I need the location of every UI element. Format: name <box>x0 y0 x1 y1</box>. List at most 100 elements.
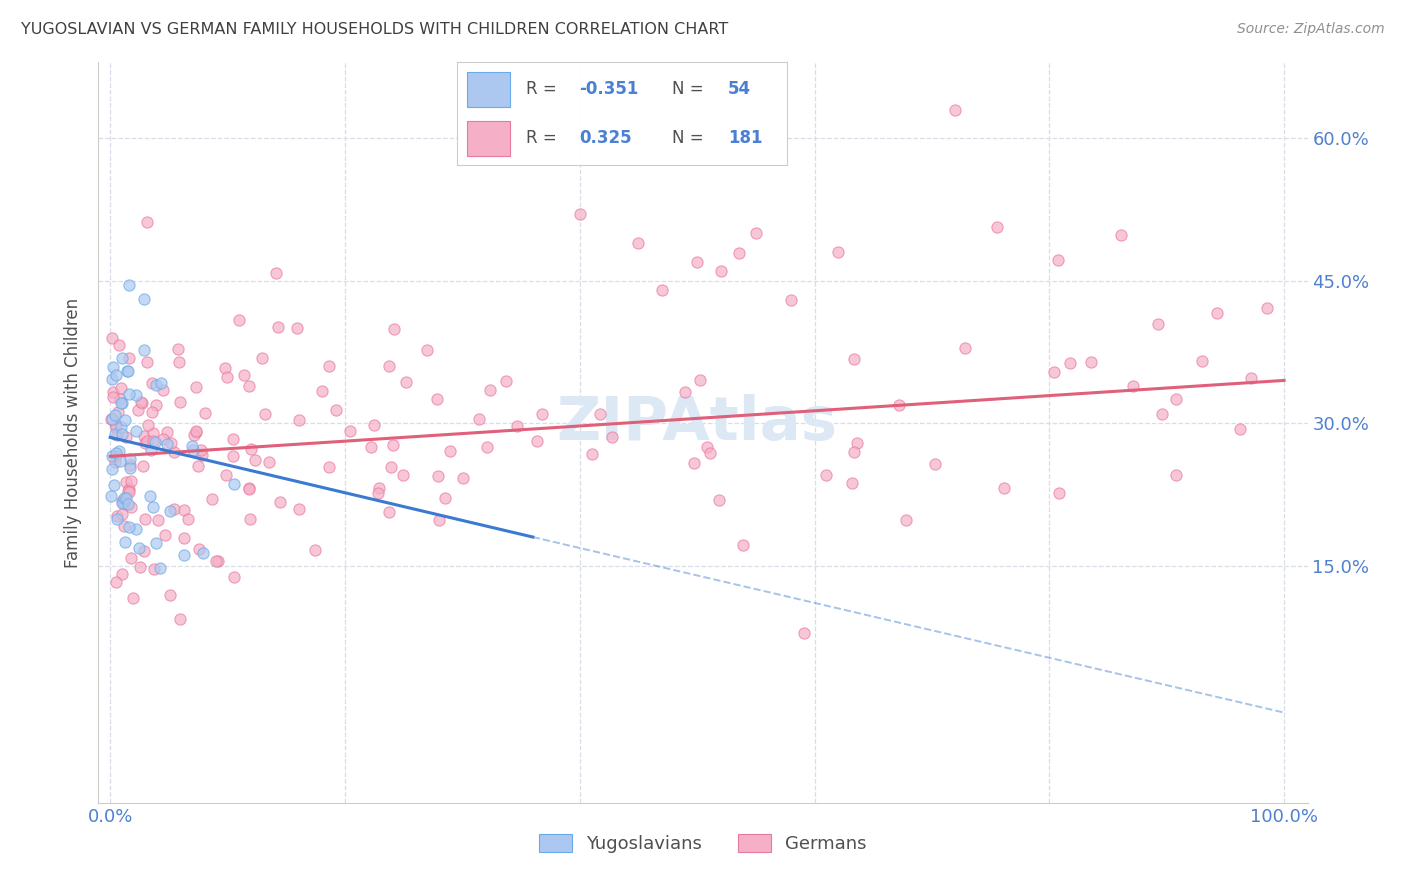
Point <box>141 442 163 457</box>
Point <box>689 372 711 386</box>
Point <box>1059 356 1081 370</box>
Text: 54: 54 <box>728 80 751 98</box>
Point <box>156 425 179 439</box>
Point <box>118 520 141 534</box>
Point <box>152 432 174 446</box>
Point <box>924 457 946 471</box>
Point <box>222 450 245 464</box>
Point <box>105 512 128 526</box>
Point <box>134 343 156 358</box>
Point <box>325 403 347 417</box>
Point <box>415 343 437 357</box>
Point <box>745 227 768 241</box>
Point <box>228 312 250 326</box>
Point <box>186 380 208 394</box>
Point <box>118 387 141 401</box>
Point <box>103 455 125 469</box>
Point <box>842 351 865 366</box>
Point <box>190 443 212 458</box>
Point <box>728 246 751 260</box>
Point <box>814 468 837 483</box>
Point <box>118 461 141 475</box>
Point <box>453 470 475 484</box>
Point <box>318 459 340 474</box>
Point <box>112 497 135 511</box>
Point <box>110 419 132 434</box>
Point <box>224 477 246 491</box>
Point <box>269 495 291 509</box>
Point <box>215 467 238 482</box>
Point <box>110 396 132 410</box>
Point <box>243 453 266 467</box>
Point <box>426 392 449 406</box>
Point <box>181 442 204 457</box>
FancyBboxPatch shape <box>467 71 510 106</box>
Point <box>530 407 553 421</box>
Point <box>846 435 869 450</box>
Point <box>169 612 191 626</box>
Point <box>136 434 159 449</box>
Point <box>129 395 152 409</box>
Point <box>111 351 134 365</box>
Point <box>115 364 138 378</box>
Point <box>108 454 131 468</box>
Point <box>141 376 163 391</box>
Point <box>104 449 127 463</box>
Point <box>793 626 815 640</box>
Point <box>120 551 142 566</box>
Point <box>173 548 195 562</box>
Legend: Yugoslavians, Germans: Yugoslavians, Germans <box>531 827 875 861</box>
Point <box>101 372 124 386</box>
Point <box>117 484 139 499</box>
Point <box>894 513 917 527</box>
Point <box>381 438 404 452</box>
Point <box>167 355 190 369</box>
Point <box>651 283 673 297</box>
Point <box>841 476 863 491</box>
Point <box>699 446 721 460</box>
Point <box>367 486 389 500</box>
Point <box>239 512 262 526</box>
Point <box>993 481 1015 495</box>
Point <box>1047 253 1070 268</box>
Point <box>134 543 156 558</box>
Point <box>191 448 214 462</box>
Point <box>143 435 166 450</box>
Point <box>104 417 127 432</box>
Point <box>132 292 155 306</box>
Point <box>103 385 125 400</box>
Point <box>382 321 405 335</box>
Point <box>101 412 124 426</box>
Point <box>311 384 333 398</box>
Point <box>239 442 262 456</box>
Text: R =: R = <box>526 80 557 98</box>
Point <box>103 478 125 492</box>
Point <box>1042 365 1064 379</box>
Point <box>149 561 172 575</box>
Point <box>110 381 132 395</box>
Point <box>780 293 803 307</box>
Point <box>104 446 127 460</box>
Point <box>112 519 135 533</box>
Point <box>142 500 165 515</box>
Point <box>188 541 211 556</box>
Point <box>117 364 139 378</box>
Point <box>391 467 413 482</box>
Point <box>104 427 127 442</box>
Point <box>110 396 132 410</box>
Point <box>145 536 167 550</box>
Point <box>589 407 612 421</box>
Point <box>1047 486 1070 500</box>
Point <box>1229 422 1251 436</box>
Point <box>953 341 976 355</box>
Point <box>131 396 153 410</box>
Text: 0.325: 0.325 <box>579 129 631 147</box>
Point <box>131 459 153 474</box>
Point <box>318 359 340 374</box>
Point <box>264 266 287 280</box>
Point <box>134 512 156 526</box>
Point <box>125 424 148 438</box>
Point <box>105 575 128 590</box>
Point <box>427 513 450 527</box>
Point <box>1164 467 1187 482</box>
